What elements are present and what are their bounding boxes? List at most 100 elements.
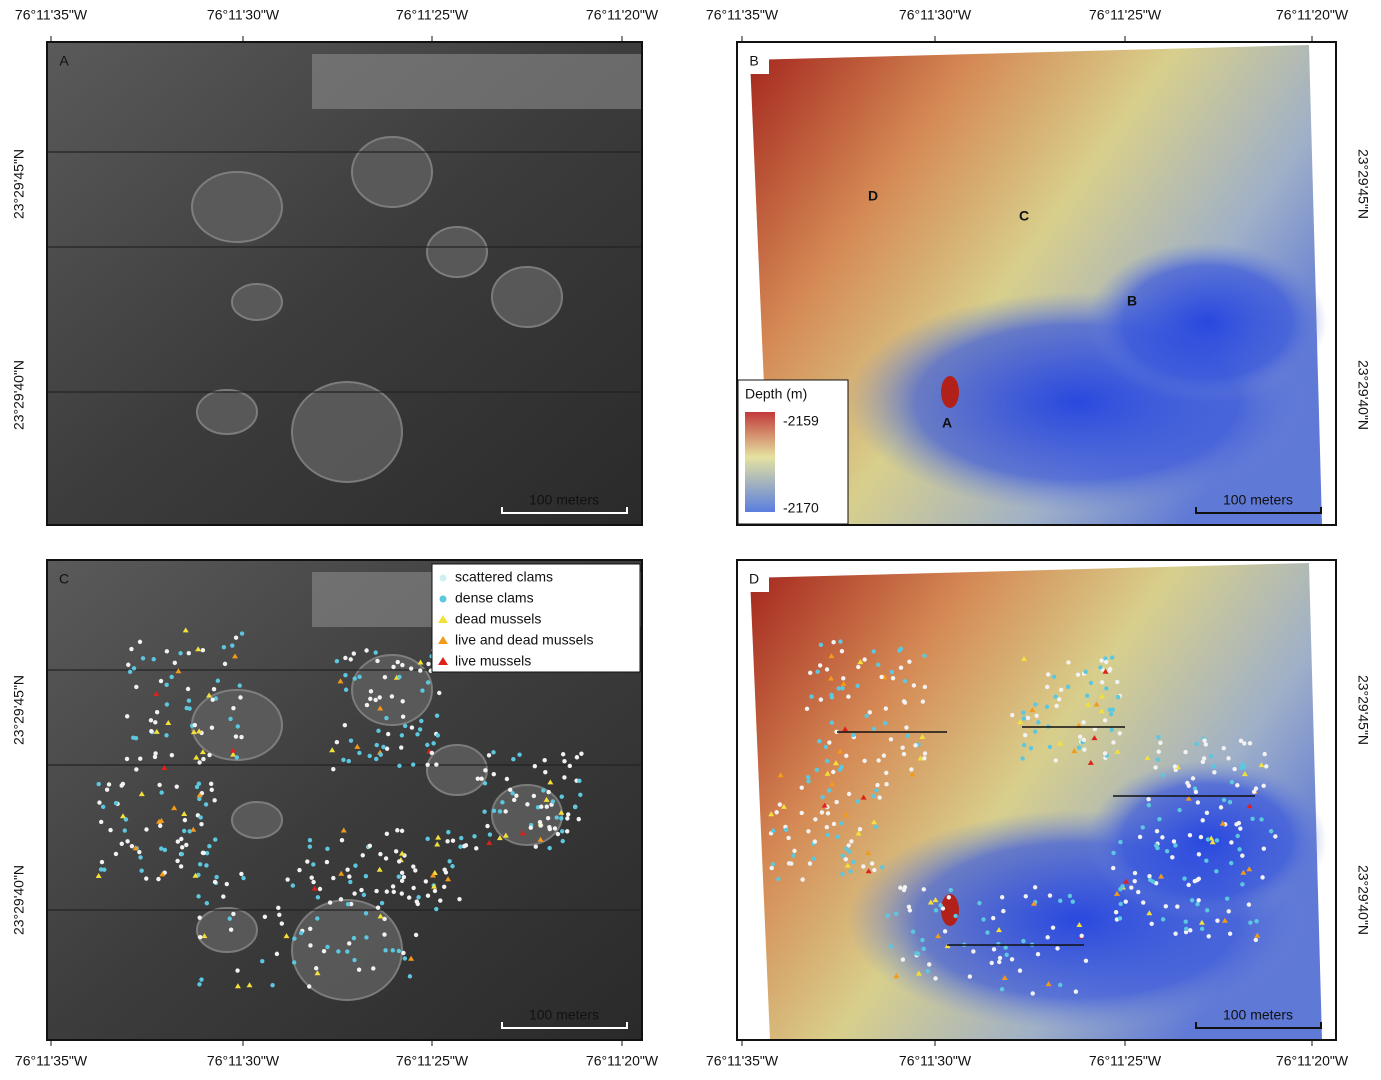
survey-dot xyxy=(812,856,816,860)
survey-dot xyxy=(575,755,579,759)
survey-dot xyxy=(840,872,844,876)
site-label: C xyxy=(1019,208,1029,224)
survey-dot xyxy=(1045,705,1049,709)
survey-dot xyxy=(391,665,395,669)
survey-dot xyxy=(1248,741,1252,745)
survey-dot xyxy=(1230,780,1234,784)
survey-dot xyxy=(1190,898,1194,902)
survey-dot xyxy=(331,876,335,880)
survey-dot xyxy=(396,660,400,664)
survey-dot xyxy=(384,716,388,720)
survey-dot xyxy=(909,767,913,771)
survey-dot xyxy=(196,894,200,898)
survey-dot xyxy=(813,817,817,821)
survey-dot xyxy=(464,843,468,847)
survey-dot xyxy=(904,725,908,729)
latitude-label: 23°29'40"N xyxy=(11,360,27,430)
survey-dot xyxy=(851,733,855,737)
survey-dot xyxy=(368,844,372,848)
survey-dot xyxy=(1149,922,1153,926)
survey-dot xyxy=(311,880,315,884)
survey-dot xyxy=(1254,786,1258,790)
survey-dot xyxy=(311,862,315,866)
scale-label: 100 meters xyxy=(1223,1007,1293,1023)
survey-dot xyxy=(1175,904,1179,908)
survey-dot xyxy=(1082,738,1086,742)
survey-dot xyxy=(420,688,424,692)
seafloor-feature xyxy=(492,267,562,327)
survey-dot xyxy=(862,657,866,661)
survey-dot xyxy=(900,745,904,749)
longitude-label: 76°11'30"W xyxy=(899,7,972,23)
survey-dot xyxy=(365,703,369,707)
survey-dot xyxy=(152,657,156,661)
survey-dot xyxy=(213,880,217,884)
survey-dot xyxy=(889,944,893,948)
survey-dot xyxy=(126,663,130,667)
survey-dot xyxy=(1048,893,1052,897)
longitude-label: 76°11'30"W xyxy=(207,7,280,23)
survey-dot xyxy=(874,825,878,829)
survey-dot xyxy=(1083,670,1087,674)
survey-dot xyxy=(186,687,190,691)
survey-dot xyxy=(234,734,238,738)
survey-dot xyxy=(407,895,411,899)
survey-dot xyxy=(400,733,404,737)
survey-dot xyxy=(378,852,382,856)
survey-dot xyxy=(1029,746,1033,750)
survey-dot xyxy=(1110,655,1114,659)
survey-dot xyxy=(364,911,368,915)
survey-dot xyxy=(134,736,138,740)
survey-dot xyxy=(308,927,312,931)
survey-dot xyxy=(322,949,326,953)
survey-dot xyxy=(357,751,361,755)
survey-dot xyxy=(472,834,476,838)
survey-dot xyxy=(308,943,312,947)
survey-dot xyxy=(411,762,415,766)
survey-dot xyxy=(1141,825,1145,829)
survey-dot xyxy=(1020,756,1024,760)
survey-dot xyxy=(450,864,454,868)
survey-dot xyxy=(308,844,312,848)
survey-dot xyxy=(100,860,104,864)
survey-dot xyxy=(1151,879,1155,883)
survey-dot xyxy=(1269,829,1273,833)
survey-dot xyxy=(179,864,183,868)
survey-dot xyxy=(912,683,916,687)
survey-dot xyxy=(325,860,329,864)
survey-dot xyxy=(1191,776,1195,780)
survey-dot xyxy=(292,960,296,964)
survey-dot xyxy=(1103,718,1107,722)
survey-dot xyxy=(902,752,906,756)
survey-dot xyxy=(343,656,347,660)
survey-dot xyxy=(1273,834,1277,838)
seafloor-feature xyxy=(292,382,402,482)
survey-dot xyxy=(1153,765,1157,769)
survey-dot xyxy=(198,862,202,866)
survey-dot xyxy=(343,673,347,677)
survey-dot xyxy=(144,876,148,880)
survey-dot xyxy=(565,816,569,820)
survey-dot xyxy=(1236,834,1240,838)
survey-dot xyxy=(1170,855,1174,859)
survey-dot xyxy=(1204,742,1208,746)
longitude-label: 76°11'20"W xyxy=(586,1053,659,1069)
longitude-label: 76°11'35"W xyxy=(706,1053,779,1069)
survey-dot xyxy=(844,857,848,861)
survey-dot xyxy=(553,826,557,830)
survey-dot xyxy=(458,845,462,849)
survey-dot xyxy=(1237,821,1241,825)
survey-dot xyxy=(1033,885,1037,889)
longitude-label: 76°11'35"W xyxy=(706,7,779,23)
legend-label: live and dead mussels xyxy=(455,632,594,648)
survey-dot xyxy=(546,816,550,820)
seafloor-feature xyxy=(427,745,487,795)
survey-dot xyxy=(1010,957,1014,961)
survey-dot xyxy=(125,714,129,718)
survey-dot xyxy=(1225,896,1229,900)
survey-dot xyxy=(364,935,368,939)
legend-label: scattered clams xyxy=(455,569,553,585)
survey-dot xyxy=(238,695,242,699)
survey-dot xyxy=(934,908,938,912)
survey-dot xyxy=(134,685,138,689)
